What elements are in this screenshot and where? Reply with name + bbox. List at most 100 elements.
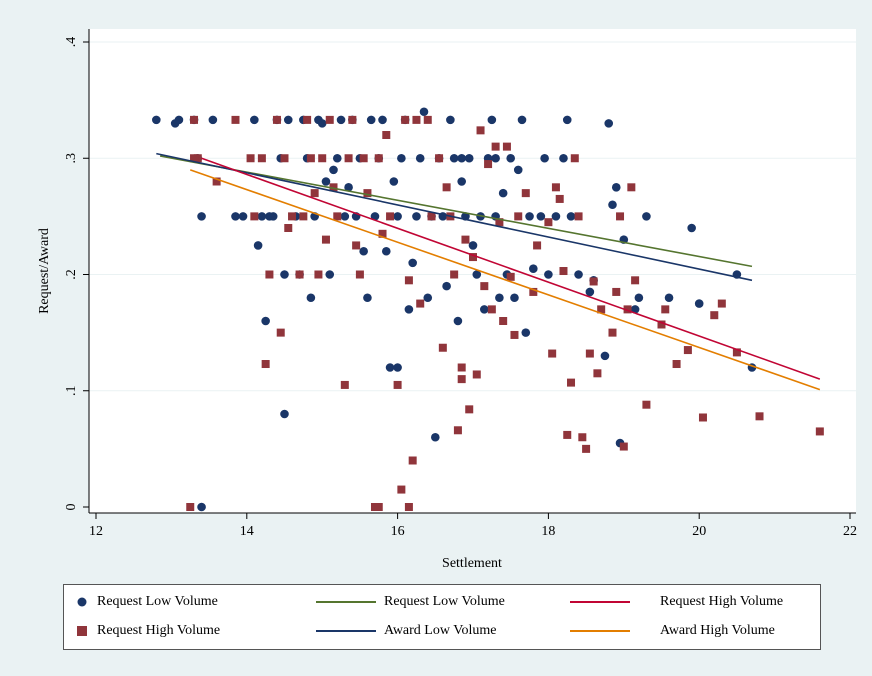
data-point-request-high: [450, 270, 459, 279]
data-point-request-low: [419, 107, 429, 117]
data-point-request-high: [631, 276, 640, 285]
data-point-request-low: [446, 115, 455, 125]
legend: Request Low Volume Request Low Volume Re…: [63, 584, 821, 650]
data-point-request-high: [442, 183, 451, 192]
data-point-request-high: [276, 328, 285, 337]
data-point-request-low: [393, 363, 402, 372]
data-point-request-high: [299, 212, 308, 221]
data-point-request-high: [502, 142, 511, 151]
data-point-request-high: [469, 253, 477, 262]
circle-marker-icon: [77, 597, 87, 607]
data-point-request-low: [317, 119, 327, 128]
data-point-request-low: [280, 270, 289, 279]
data-point-request-low: [152, 115, 161, 125]
data-point-request-low: [238, 212, 248, 221]
data-point-request-high: [246, 154, 255, 163]
data-point-request-high: [551, 183, 560, 192]
legend-label: Request Low Volume: [384, 594, 505, 609]
data-point-request-low: [540, 153, 549, 163]
data-point-request-high: [231, 115, 240, 124]
data-point-request-high: [608, 328, 617, 337]
data-point-request-high: [597, 305, 606, 314]
data-point-request-low: [329, 165, 338, 175]
data-point-request-high: [529, 287, 538, 296]
data-point-request-high: [476, 126, 485, 135]
legend-label: Request High Volume: [660, 594, 784, 609]
data-point-request-high: [374, 154, 383, 163]
data-point-request-low: [415, 153, 425, 163]
data-point-request-low: [491, 153, 500, 163]
data-point-request-low: [306, 293, 316, 303]
data-point-request-high: [717, 299, 726, 308]
data-point-request-low: [381, 246, 391, 256]
data-point-request-low: [340, 212, 350, 221]
y-tick-label: .2: [64, 269, 79, 280]
data-point-request-high: [559, 267, 568, 276]
data-point-request-low: [634, 293, 644, 303]
data-point-request-high: [261, 360, 270, 369]
data-point-request-high: [698, 413, 707, 422]
data-point-request-high: [555, 194, 564, 203]
data-point-request-low: [325, 270, 335, 279]
request-high-volume-points: [186, 115, 824, 511]
legend-item-request-high-fit: Request High Volume: [570, 592, 820, 612]
data-point-request-high: [333, 212, 342, 221]
data-point-request-low: [404, 305, 414, 314]
data-point-request-low: [480, 305, 489, 314]
data-point-request-high: [499, 317, 508, 325]
data-point-request-high: [427, 212, 436, 221]
y-axis-ticks: 0 .1 .2 .3 .4: [64, 37, 89, 511]
plot-area: [89, 29, 856, 513]
data-point-request-high: [438, 343, 447, 352]
data-point-request-high: [815, 427, 824, 436]
data-point-request-low: [464, 153, 474, 163]
data-point-request-high: [374, 503, 383, 511]
data-point-request-low: [250, 115, 259, 125]
data-point-request-high: [627, 183, 636, 192]
data-point-request-high: [272, 115, 281, 124]
data-point-request-high: [487, 305, 496, 314]
line-swatch-icon: [570, 630, 630, 632]
data-point-request-high: [732, 348, 741, 357]
fit-lines: [156, 152, 821, 391]
data-point-request-low: [468, 241, 478, 250]
data-point-request-low: [359, 246, 368, 256]
data-point-request-low: [513, 165, 523, 175]
data-point-request-high: [280, 154, 289, 163]
data-point-request-high: [435, 154, 444, 163]
data-point-request-high: [461, 235, 470, 244]
data-point-request-low: [600, 351, 610, 361]
x-tick-label: 16: [391, 524, 405, 539]
data-point-request-high: [661, 305, 670, 314]
x-axis-ticks: 12 14 16 18 20 22: [89, 513, 857, 539]
data-point-request-high: [510, 330, 519, 339]
data-point-request-low: [642, 212, 651, 221]
data-point-request-low: [551, 212, 561, 221]
data-point-request-high: [329, 183, 338, 192]
data-point-request-low: [197, 502, 206, 512]
x-tick-label: 20: [692, 524, 706, 539]
line-swatch-icon: [316, 601, 376, 603]
data-point-request-low: [566, 212, 576, 221]
data-point-request-low: [525, 212, 534, 221]
data-point-request-low: [694, 299, 704, 308]
data-point-request-high: [578, 433, 587, 442]
data-point-request-low: [604, 119, 614, 128]
legend-label: Award High Volume: [660, 623, 775, 638]
data-point-request-high: [533, 241, 542, 250]
x-axis-label: Settlement: [442, 556, 502, 571]
data-point-request-high: [265, 270, 274, 279]
data-point-request-low: [431, 432, 440, 442]
data-point-request-high: [491, 142, 500, 151]
data-point-request-high: [472, 370, 481, 379]
data-point-request-high: [355, 270, 364, 279]
data-point-request-high: [310, 189, 319, 198]
data-point-request-low: [664, 293, 674, 303]
data-point-request-low: [453, 316, 463, 326]
data-point-request-high: [325, 115, 334, 124]
data-point-request-high: [548, 349, 557, 358]
data-point-request-high: [284, 224, 293, 232]
data-point-request-high: [582, 444, 591, 453]
data-point-request-low: [506, 153, 515, 163]
